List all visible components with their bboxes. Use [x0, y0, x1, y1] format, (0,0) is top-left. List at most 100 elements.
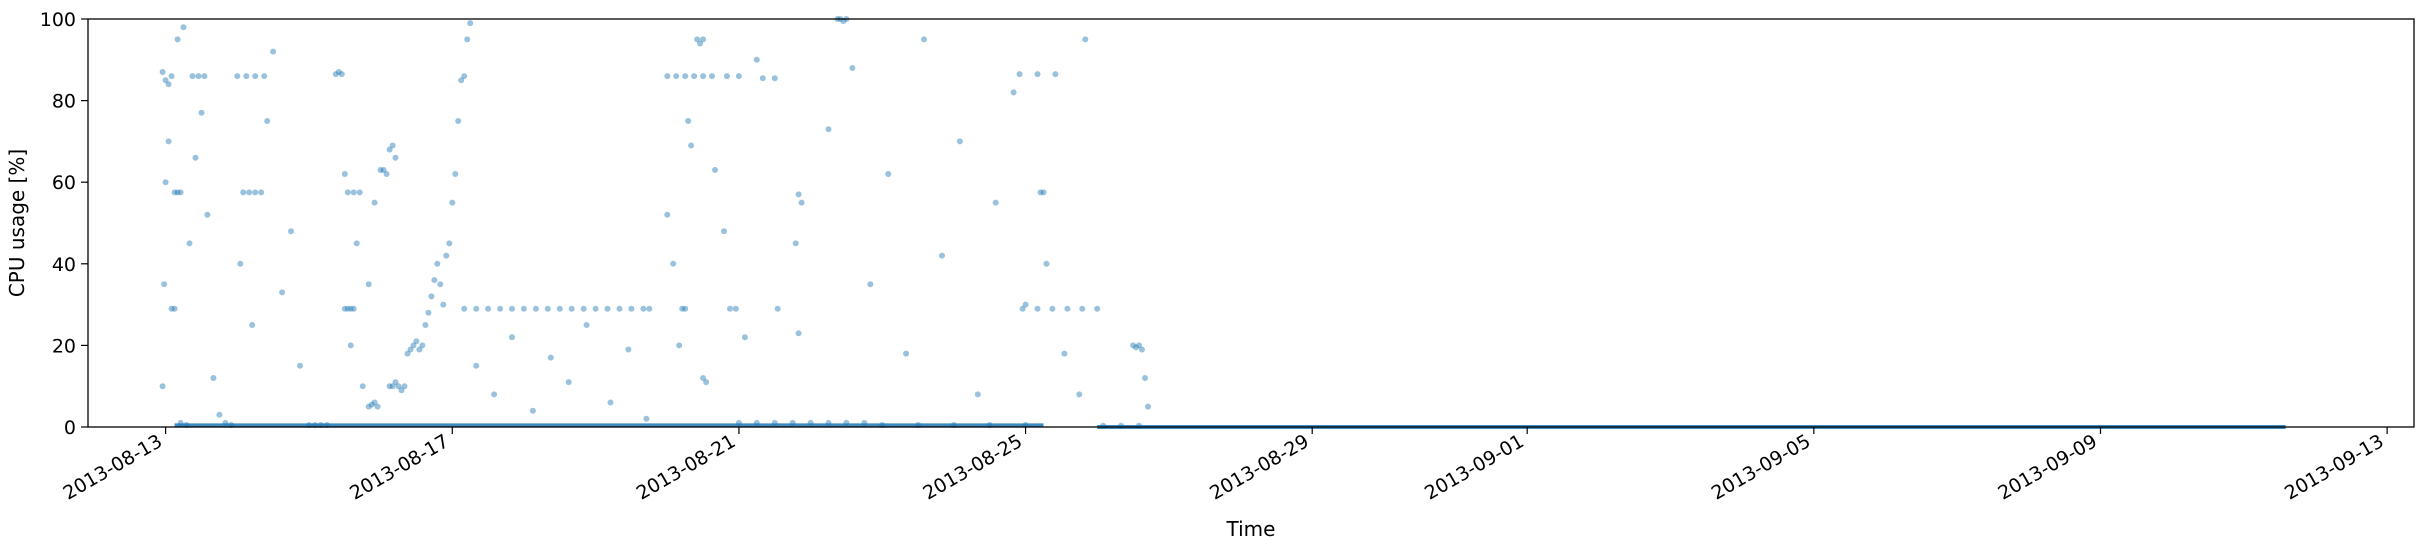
data-point [688, 142, 695, 149]
data-point [386, 383, 393, 390]
data-point [174, 189, 181, 196]
data-point [1016, 71, 1023, 78]
data-point [721, 228, 727, 235]
data-point [353, 240, 360, 247]
data-point [1145, 403, 1151, 410]
data-point [159, 69, 166, 75]
data-point [246, 189, 253, 196]
y-axis-ticks: 0 20 40 60 80 100 [40, 9, 88, 439]
data-point [607, 399, 614, 406]
data-point [1052, 71, 1059, 78]
data-point [640, 305, 647, 312]
data-point [673, 73, 680, 80]
data-point [401, 383, 408, 390]
data-point [270, 48, 277, 55]
data-point [735, 73, 742, 80]
data-point [332, 71, 339, 78]
data-point [1064, 305, 1071, 312]
data-point [491, 391, 498, 398]
data-point [350, 189, 357, 196]
data-point [392, 154, 399, 161]
data-point [682, 73, 689, 80]
data-point [795, 191, 802, 198]
data-point [189, 73, 196, 80]
x-axis-label: Time [1226, 517, 1276, 541]
data-point [392, 379, 399, 386]
data-point [461, 305, 468, 312]
data-point [583, 322, 590, 328]
data-point [243, 73, 250, 80]
data-point [446, 240, 453, 247]
data-point [234, 73, 241, 80]
data-point [341, 171, 348, 177]
data-point [956, 138, 963, 145]
data-point [416, 346, 423, 353]
data-point [419, 342, 426, 349]
data-point [1133, 344, 1139, 351]
data-point [1079, 305, 1086, 312]
data-point [252, 73, 259, 80]
data-point [473, 362, 480, 369]
data-point [395, 383, 402, 390]
data-point [356, 189, 363, 196]
data-point [1094, 305, 1101, 312]
data-point [201, 73, 208, 80]
data-point [216, 411, 223, 418]
data-point [431, 277, 438, 284]
scatter-markers [159, 16, 1151, 429]
data-point [885, 171, 892, 177]
data-point [664, 73, 671, 80]
data-point [365, 281, 372, 288]
data-point [389, 383, 396, 390]
y-tick-label: 20 [52, 335, 76, 357]
data-point [464, 36, 471, 43]
data-point [592, 305, 599, 312]
data-point [422, 322, 429, 328]
data-point [386, 146, 393, 153]
data-point [1019, 305, 1026, 312]
data-point [338, 71, 345, 78]
data-point [410, 342, 417, 349]
data-point [368, 401, 375, 408]
data-point [210, 375, 217, 381]
data-point [258, 189, 265, 196]
data-point [455, 118, 462, 124]
data-point [795, 330, 802, 337]
data-point [365, 403, 372, 410]
data-point [700, 36, 707, 43]
data-point [679, 305, 686, 312]
data-point [792, 240, 799, 247]
data-point [921, 36, 927, 43]
data-point [685, 118, 692, 124]
data-point [452, 171, 459, 177]
data-point [694, 36, 701, 43]
data-point [177, 189, 184, 196]
data-point [703, 379, 710, 386]
data-point [974, 391, 981, 398]
data-point [374, 403, 381, 410]
y-tick-label: 40 [52, 254, 76, 276]
data-point [371, 399, 378, 406]
data-point [741, 334, 748, 341]
data-point [377, 167, 384, 173]
data-point [473, 305, 480, 312]
data-point [700, 73, 707, 80]
data-point [159, 383, 166, 390]
data-point [240, 189, 247, 196]
data-point [682, 305, 689, 312]
data-point [1022, 301, 1029, 308]
data-point [643, 415, 650, 422]
data-point [161, 281, 168, 288]
data-point [939, 252, 945, 259]
data-point [724, 73, 730, 80]
data-point [261, 73, 268, 80]
data-point [437, 281, 444, 288]
data-point [371, 199, 378, 206]
data-point [1049, 305, 1056, 312]
data-point [195, 73, 202, 80]
data-point [1040, 189, 1047, 196]
data-point [544, 305, 551, 312]
data-point [165, 81, 172, 88]
data-point [341, 305, 348, 312]
